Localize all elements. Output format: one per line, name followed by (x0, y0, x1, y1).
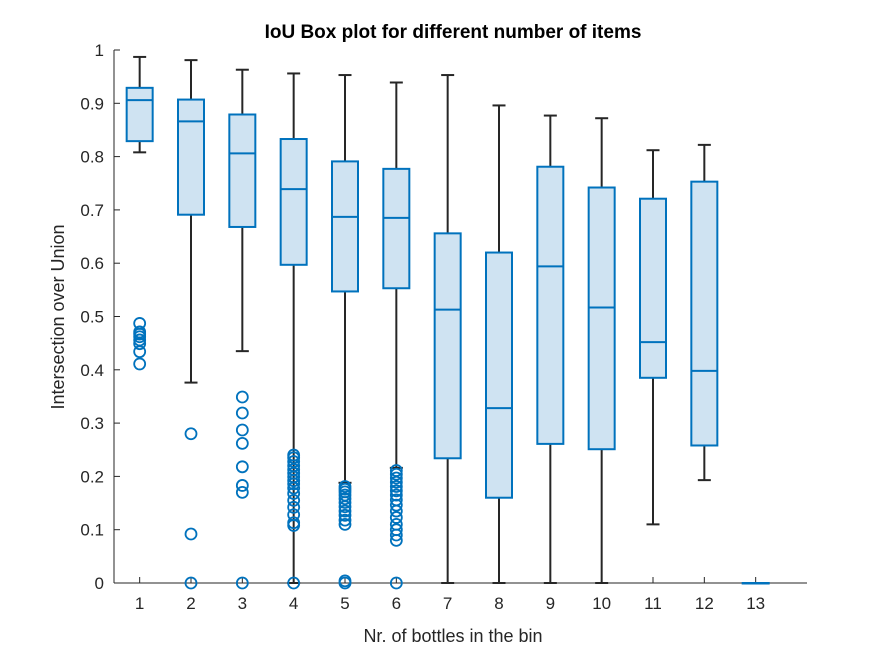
iqr-box (177, 98, 205, 216)
y-tick-label: 0.5 (80, 308, 104, 327)
y-tick-label: 0.9 (80, 94, 104, 113)
outlier-point (389, 517, 403, 531)
x-tick-label: 6 (392, 594, 401, 613)
box-9 (536, 114, 565, 584)
outlier-point (287, 500, 301, 514)
outlier-point (235, 479, 249, 492)
outlier-point (338, 517, 352, 531)
outlier-point (184, 527, 198, 541)
x-tick-label: 4 (289, 594, 298, 613)
x-tick-label: 12 (695, 594, 714, 613)
outlier-point (184, 576, 198, 590)
outlier-point (235, 390, 249, 404)
iqr-box (587, 186, 616, 451)
box-12 (690, 143, 719, 482)
outlier-point (389, 511, 403, 524)
outlier-point (338, 504, 352, 518)
outlier-point (389, 464, 403, 477)
box-8 (485, 104, 513, 584)
iqr-box (536, 165, 565, 445)
x-tick-label: 11 (644, 594, 662, 613)
outlier-point (389, 471, 403, 485)
x-tick-label: 8 (494, 594, 503, 613)
x-tick-label: 13 (746, 594, 765, 613)
outlier-point (287, 576, 301, 590)
outlier-point (389, 484, 403, 498)
outlier-point (235, 460, 249, 474)
outlier-point (338, 492, 352, 506)
iqr-box (382, 167, 411, 290)
box-5 (331, 74, 359, 590)
box-4 (279, 72, 308, 590)
box-13 (741, 582, 770, 585)
x-tick-label: 3 (238, 594, 247, 613)
outlier-point (287, 516, 301, 530)
y-tick-label: 0.6 (80, 254, 104, 273)
outlier-point (235, 436, 249, 450)
outlier-point (235, 485, 249, 499)
x-tick-label: 10 (592, 594, 611, 613)
y-tick-label: 0.3 (80, 414, 104, 433)
outlier-point (133, 317, 147, 330)
y-tick-label: 0.8 (80, 148, 104, 167)
outlier-point (389, 488, 403, 502)
x-tick-label: 2 (186, 594, 195, 613)
outlier-point (235, 423, 249, 437)
x-tick-label: 1 (135, 594, 144, 613)
y-tick-label: 0.1 (80, 521, 104, 540)
outlier-point (389, 523, 403, 537)
outlier-point (389, 576, 403, 590)
x-tick-label: 5 (340, 594, 349, 613)
outlier-point (287, 508, 301, 522)
box-1 (125, 55, 154, 371)
y-tick-label: 0 (95, 574, 104, 593)
outlier-point (389, 493, 403, 507)
x-tick-label: 9 (546, 594, 555, 613)
box-10 (587, 117, 616, 584)
outlier-point (235, 406, 249, 420)
y-tick-label: 0.2 (80, 467, 104, 486)
outlier-point (184, 427, 198, 441)
iqr-box (433, 232, 462, 460)
iqr-box (279, 138, 308, 266)
chart-title: IoU Box plot for different number of ite… (265, 22, 642, 43)
iqr-box (690, 180, 719, 447)
iqr-box (639, 197, 667, 379)
outlier-point (235, 576, 249, 590)
outlier-point (338, 513, 352, 527)
iqr-box (331, 160, 359, 293)
outlier-point (287, 448, 301, 462)
plot-area: 00.10.20.30.40.50.60.70.80.911 2 3 4 5 6 7 8 9 10… (80, 41, 807, 613)
outlier-point (287, 493, 301, 507)
box-7 (433, 74, 462, 584)
iqr-box (125, 86, 154, 143)
y-tick-label: 1 (95, 41, 104, 60)
y-axis-label: Intersection over Union (48, 224, 68, 409)
y-tick-label: 0.7 (80, 201, 104, 220)
box-6 (382, 81, 411, 590)
box-2 (177, 59, 205, 590)
x-tick-label: 7 (443, 594, 452, 613)
outlier-point (287, 487, 301, 500)
outlier-point (133, 357, 147, 371)
outlier-point (338, 574, 352, 588)
outlier-point (389, 480, 403, 493)
outlier-point (389, 467, 403, 481)
iqr-box (485, 251, 513, 499)
outlier-point (133, 325, 147, 339)
outlier-point (338, 508, 352, 522)
outlier-point (287, 455, 301, 468)
iqr-box (228, 113, 257, 228)
x-axis-label: Nr. of bottles in the bin (363, 626, 542, 646)
box-3 (228, 68, 257, 590)
box-11 (639, 149, 667, 526)
y-tick-label: 0.4 (80, 361, 104, 380)
outlier-point (338, 480, 352, 493)
